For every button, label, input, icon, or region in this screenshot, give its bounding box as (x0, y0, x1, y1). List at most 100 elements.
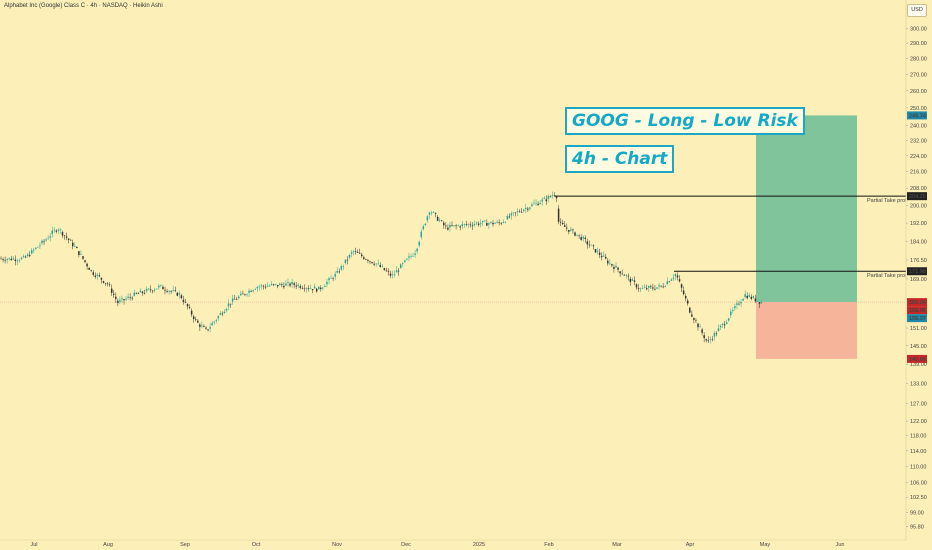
candle (174, 286, 176, 293)
candle (10, 255, 12, 261)
candle (746, 292, 748, 300)
candle (674, 273, 677, 281)
candle (459, 225, 461, 231)
x-tick-label: Mar (612, 542, 622, 548)
candle (207, 329, 209, 332)
candle (469, 221, 472, 228)
y-tick-label: 106.00 (910, 481, 927, 487)
candle (4, 256, 6, 264)
candle (389, 270, 392, 279)
candle (582, 235, 584, 242)
candle (102, 280, 105, 284)
candle (602, 251, 605, 257)
candle (67, 238, 70, 244)
candle (149, 285, 152, 293)
candle (619, 271, 621, 277)
candle (260, 283, 263, 290)
candle (490, 221, 492, 225)
price-label: 171.98 (907, 267, 927, 276)
candle (92, 270, 94, 277)
candle (244, 293, 246, 297)
candle (533, 199, 535, 205)
svg-text:245.74: 245.74 (909, 113, 927, 119)
candle (254, 287, 256, 291)
candle (633, 276, 636, 286)
candle (20, 256, 23, 260)
candle (127, 293, 129, 300)
candle (463, 223, 466, 228)
candle (88, 267, 90, 270)
candle (611, 263, 613, 268)
candle (131, 296, 133, 301)
x-tick-label: Dec (401, 542, 411, 548)
currency-selector[interactable]: USD (907, 4, 927, 17)
candle (682, 286, 685, 296)
y-tick-label: 118.00 (910, 434, 926, 440)
annotation-title[interactable]: GOOG - Long - Low Risk (565, 107, 805, 135)
candle (748, 292, 750, 298)
candle (574, 231, 576, 237)
y-tick-label: 232.00 (910, 139, 927, 145)
candle (100, 277, 103, 284)
candle (527, 206, 529, 213)
candle (299, 284, 302, 290)
candle (537, 201, 539, 206)
candle (84, 259, 86, 264)
candle (281, 282, 283, 288)
candle (430, 210, 433, 216)
candle (510, 211, 513, 220)
x-tick-label: Jun (836, 542, 845, 548)
candle (654, 285, 656, 291)
candle (63, 235, 66, 240)
candle (59, 228, 62, 234)
candle (334, 271, 336, 281)
candle (557, 205, 560, 225)
candle (80, 250, 82, 256)
candle (559, 218, 562, 226)
candle (543, 196, 545, 200)
candle (61, 230, 64, 239)
candle (658, 282, 660, 290)
price-label: 156.37 (907, 314, 927, 323)
candle (359, 248, 361, 254)
annotation-timeframe[interactable]: 4h - Chart (565, 145, 675, 173)
candle (516, 208, 519, 217)
candle (719, 324, 722, 330)
candle (539, 199, 541, 205)
candle (233, 294, 236, 300)
loss-zone[interactable] (756, 302, 857, 359)
candle (219, 311, 222, 316)
candle (340, 264, 343, 272)
candle (617, 266, 619, 273)
candle (695, 318, 697, 323)
y-tick-label: 280.00 (910, 56, 927, 62)
take-profit-label: Partial Take profit (867, 198, 910, 204)
y-tick-label: 208.00 (910, 186, 927, 192)
y-tick-label: 127.00 (910, 402, 927, 408)
profit-zone[interactable] (756, 115, 857, 303)
y-tick-label: 224.00 (910, 154, 927, 160)
candle (441, 219, 443, 222)
candle (139, 288, 142, 293)
candle (664, 284, 666, 288)
candle (672, 273, 675, 281)
candle (37, 246, 39, 248)
candle (691, 310, 693, 318)
candle (227, 299, 230, 311)
candle (14, 255, 17, 266)
candle (412, 252, 414, 257)
candle (385, 267, 388, 272)
candle (258, 284, 261, 291)
y-tick-label: 99.00 (910, 510, 924, 516)
y-tick-label: 151.00 (910, 326, 927, 332)
candle (350, 249, 353, 258)
candle (236, 296, 238, 301)
candle (293, 281, 295, 289)
candle (416, 247, 418, 255)
candle (123, 298, 125, 305)
candle (635, 283, 638, 290)
candle (285, 280, 287, 286)
candle (291, 278, 293, 288)
candle (51, 226, 53, 238)
